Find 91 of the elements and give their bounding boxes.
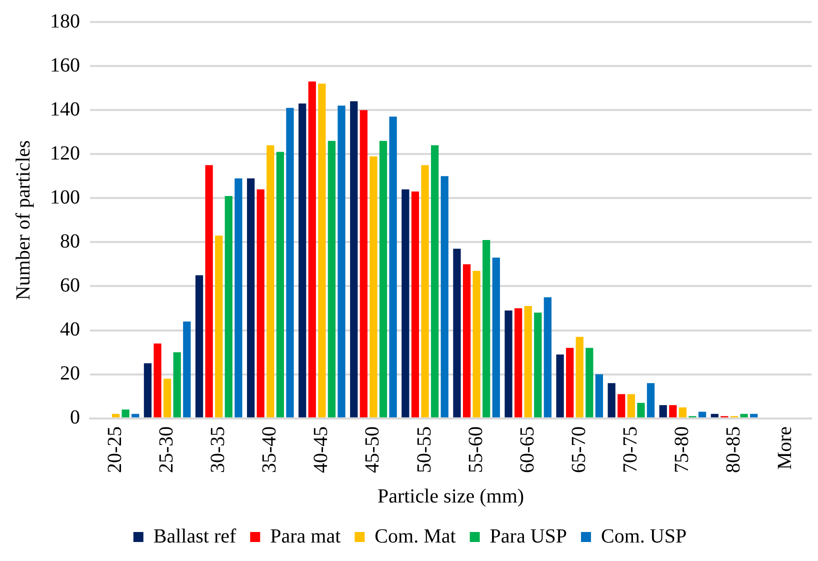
bar — [195, 275, 204, 418]
bar — [586, 348, 594, 418]
bar — [411, 192, 420, 418]
y-tick-label: 120 — [50, 142, 80, 164]
bar — [183, 321, 191, 418]
x-tick-label: 55-60 — [464, 426, 487, 474]
bar — [440, 176, 448, 418]
y-tick-label: 80 — [60, 230, 80, 252]
bar — [286, 108, 294, 418]
bar — [370, 156, 378, 418]
y-tick-label: 140 — [50, 98, 80, 120]
bar — [492, 258, 500, 418]
bar — [308, 81, 316, 418]
x-tick-label: 50-55 — [413, 426, 436, 474]
y-axis-title: Number of particles — [12, 140, 34, 300]
x-tick-label: 40-45 — [310, 426, 332, 474]
bar — [504, 310, 512, 418]
bar — [595, 374, 604, 418]
bar — [234, 178, 242, 418]
bar — [669, 405, 677, 418]
legend-label: Para USP — [490, 525, 568, 548]
bar — [144, 363, 152, 418]
bar — [402, 189, 410, 418]
x-tick-label: 65-70 — [568, 426, 590, 474]
bar — [750, 414, 758, 418]
bar — [173, 352, 181, 418]
x-tick-label: 45-50 — [362, 426, 384, 474]
x-tick-label: 20-25 — [104, 426, 126, 474]
bar — [678, 407, 687, 418]
bar — [389, 116, 397, 418]
legend-label: Com. USP — [601, 525, 687, 548]
bar — [154, 343, 162, 418]
bar — [132, 414, 140, 418]
legend-label: Para mat — [270, 525, 342, 548]
bar — [338, 106, 346, 418]
bar — [659, 405, 667, 418]
bar — [215, 236, 223, 418]
bar — [205, 165, 213, 418]
bar — [276, 152, 284, 418]
y-tick-label: 0 — [70, 406, 80, 429]
y-tick-label: 160 — [50, 54, 80, 76]
bar — [318, 84, 326, 418]
x-tick-label: 30-35 — [207, 426, 230, 474]
bar — [534, 312, 542, 418]
bar — [482, 240, 490, 418]
bar — [472, 270, 480, 418]
x-tick-label: 70-75 — [619, 426, 642, 474]
x-axis-title: Particle size (mm) — [377, 485, 524, 508]
bar — [246, 178, 255, 418]
bar — [566, 348, 574, 418]
x-tick-label: More — [774, 426, 796, 470]
x-tick-label: 80-85 — [722, 426, 744, 474]
bar — [462, 264, 471, 418]
bar — [224, 196, 232, 418]
bar — [350, 101, 358, 418]
bar — [122, 410, 130, 418]
x-tick-label: 60-65 — [516, 426, 538, 474]
bar — [710, 414, 718, 418]
bar — [627, 394, 635, 418]
x-tick-label: 75-80 — [670, 426, 693, 474]
bar — [360, 110, 368, 418]
bar — [328, 140, 336, 418]
bar — [298, 103, 306, 418]
bar — [556, 354, 564, 418]
legend-label: Com. Mat — [374, 525, 456, 548]
bar — [379, 140, 388, 418]
bar — [646, 383, 655, 418]
bar — [163, 378, 172, 418]
y-tick-label: 100 — [50, 186, 80, 208]
bar — [430, 145, 439, 418]
legend-label: Ballast ref — [153, 525, 236, 548]
bar — [740, 414, 748, 418]
bar — [421, 165, 429, 418]
y-tick-label: 20 — [60, 362, 80, 385]
y-tick-label: 40 — [60, 318, 80, 341]
bar — [112, 414, 120, 418]
bar — [544, 297, 552, 418]
bar — [576, 336, 584, 418]
bar — [524, 306, 532, 418]
bar — [637, 402, 645, 418]
bar — [608, 383, 616, 418]
bar — [618, 394, 626, 418]
bar — [453, 248, 461, 418]
x-tick-label: 25-30 — [156, 426, 178, 474]
bar — [698, 412, 706, 418]
x-tick-label: 35-40 — [258, 426, 281, 474]
bar — [266, 145, 274, 418]
bar — [514, 308, 522, 418]
y-tick-label: 180 — [50, 10, 80, 32]
y-tick-label: 60 — [60, 274, 80, 296]
bar — [256, 189, 264, 418]
